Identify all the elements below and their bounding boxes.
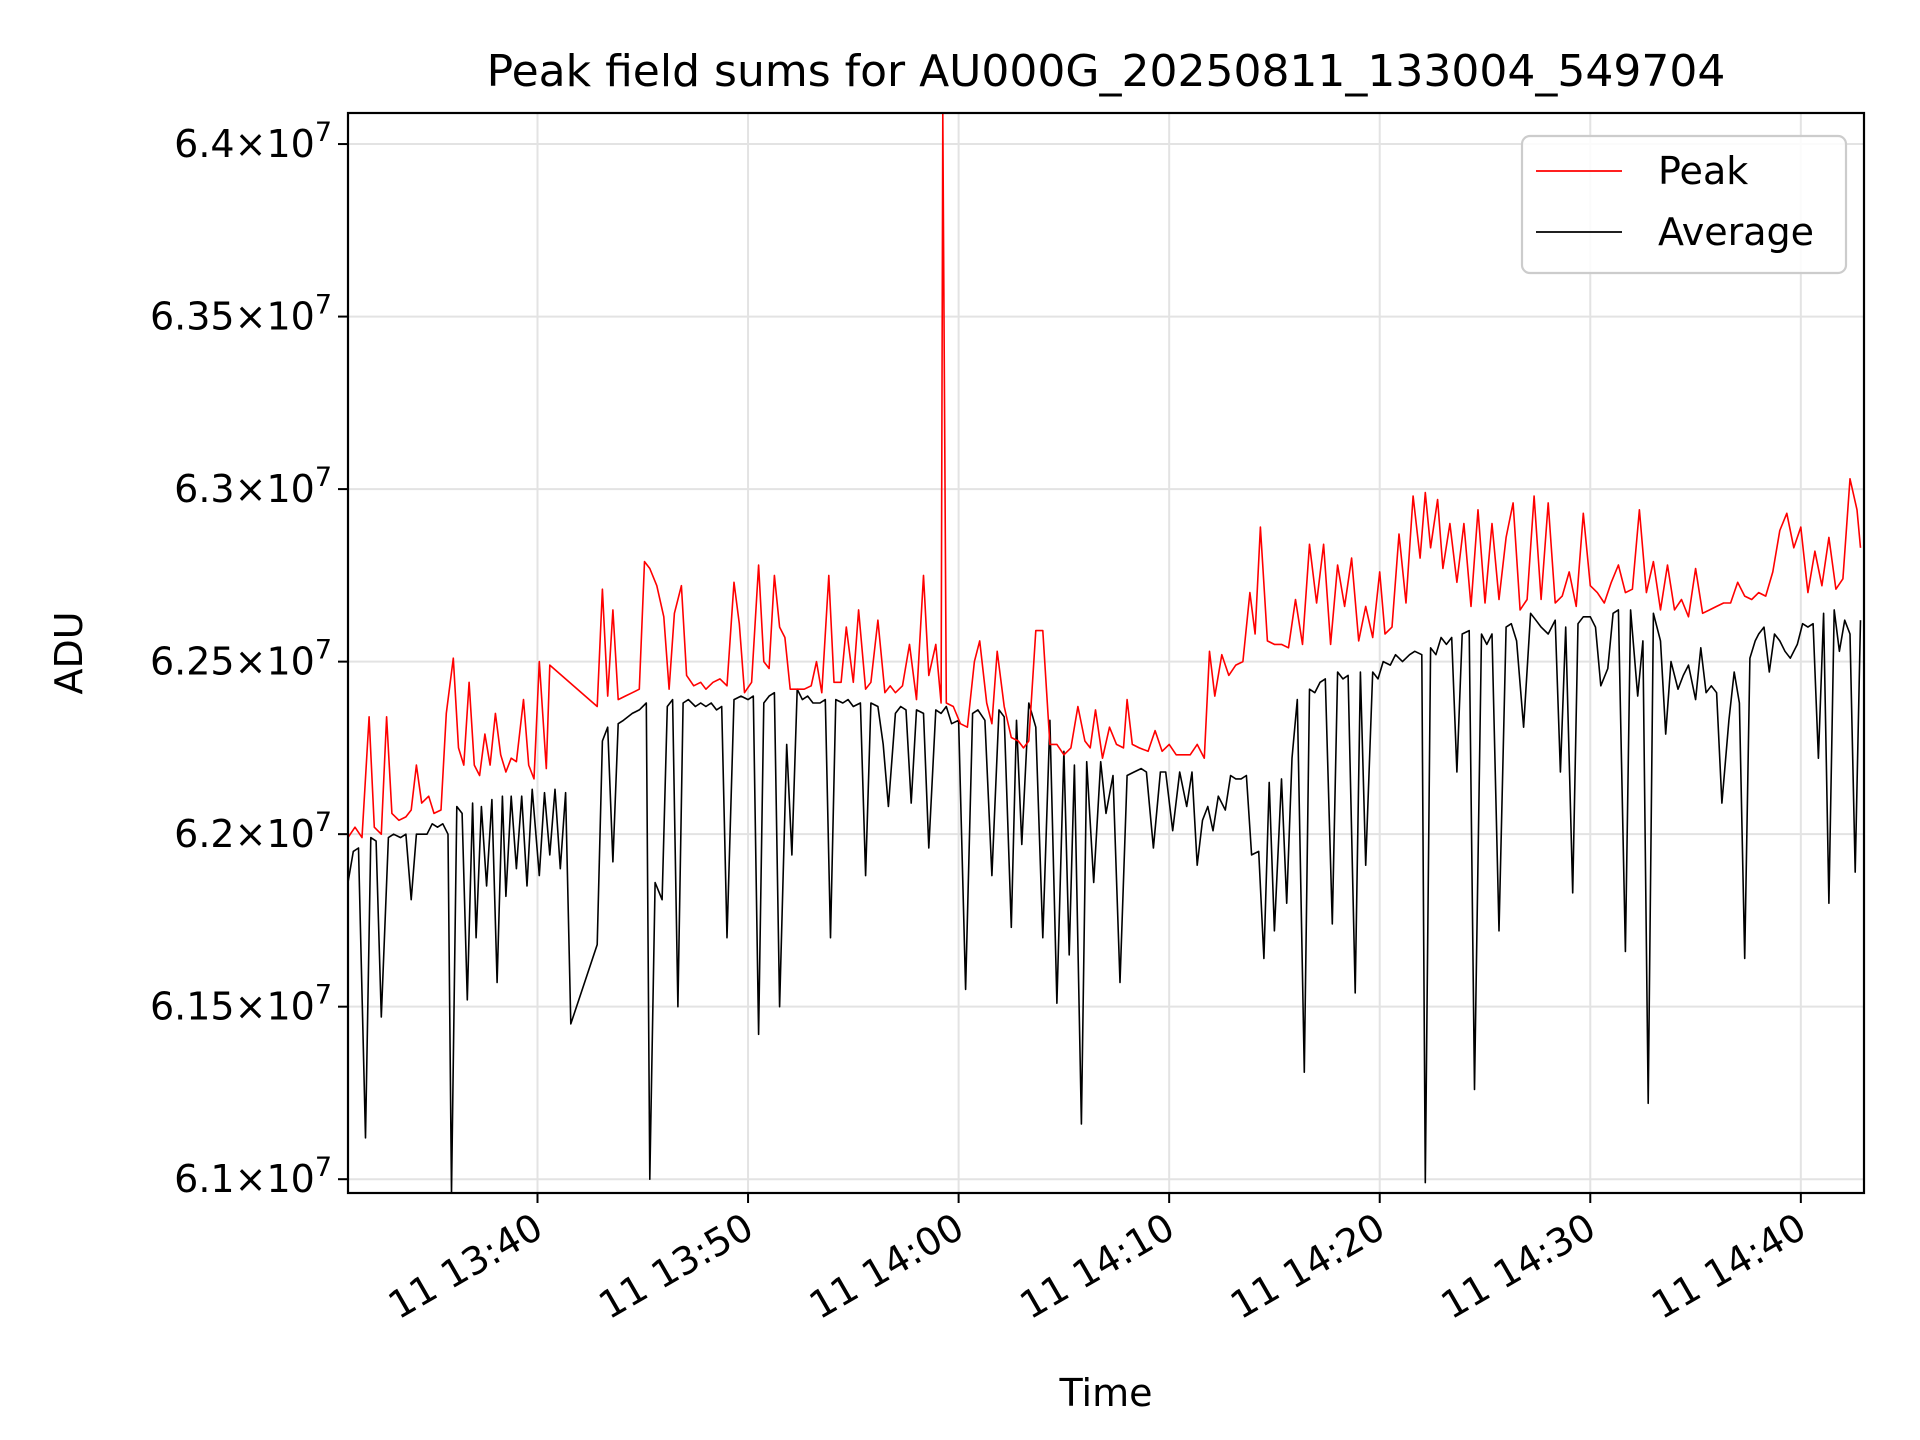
plot-frame (346, 111, 1866, 1195)
y-tick-label: 6.15×107 (150, 980, 332, 1029)
y-tick-label: 6.35×107 (150, 290, 332, 339)
y-tick-label: 6.3×107 (174, 462, 332, 511)
x-axis-label: Time (1059, 1371, 1153, 1415)
y-tick-label: 6.25×107 (150, 635, 332, 684)
y-axis-label: ADU (47, 611, 91, 694)
series-layer (348, 113, 1862, 1193)
chart-title: Peak field sums for AU000G_20250811_1330… (487, 46, 1726, 97)
series-line-average (348, 609, 1862, 1193)
legend: Peak Average (1520, 134, 1848, 275)
series-line-peak (348, 113, 1862, 839)
y-tick-label: 6.2×107 (174, 807, 332, 856)
y-tick-label: 6.4×107 (174, 117, 332, 166)
y-tick-label: 6.1×107 (174, 1152, 332, 1201)
legend-label-average: Average (1658, 210, 1814, 254)
y-axis: 6.1×107 6.15×107 6.2×107 6.25×107 6.3×107 6.3… (150, 117, 348, 1201)
legend-label-peak: Peak (1658, 149, 1748, 193)
